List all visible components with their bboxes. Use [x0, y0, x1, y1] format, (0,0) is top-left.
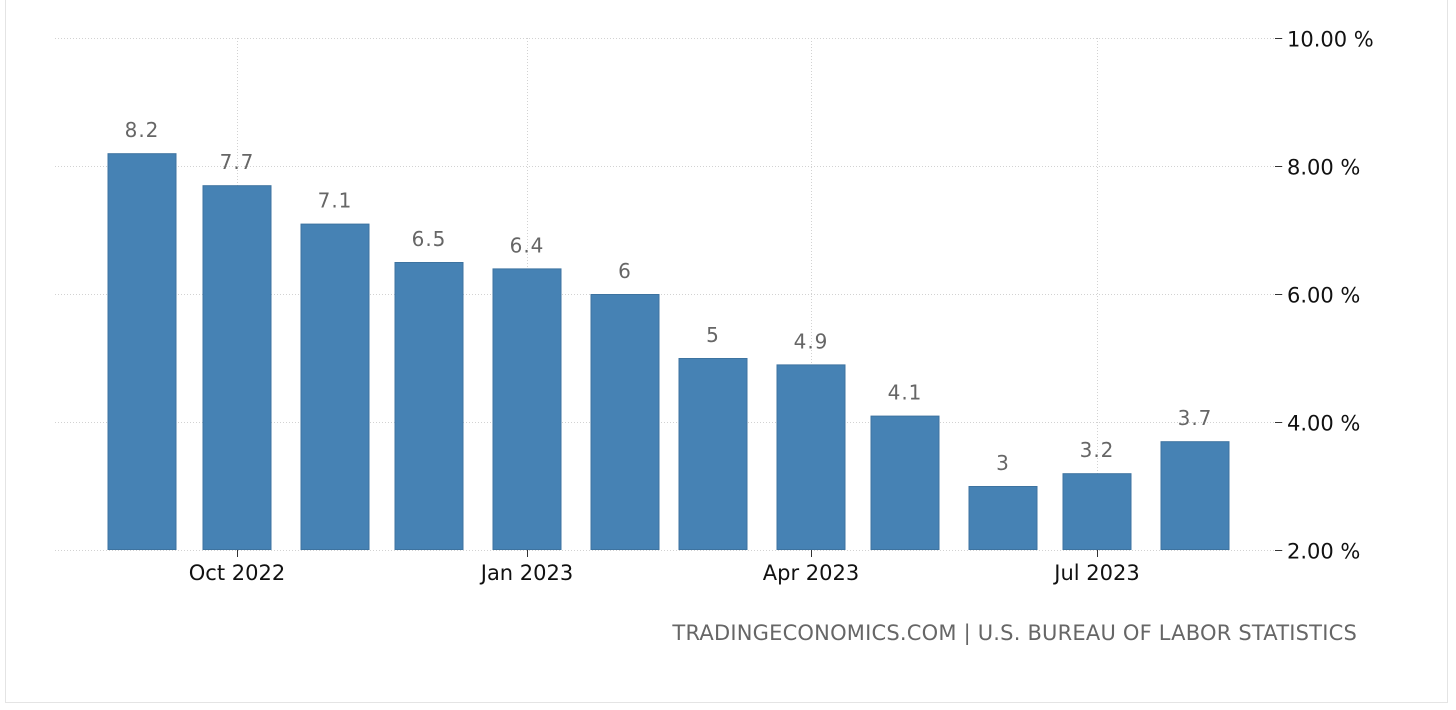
bar-jun-2023 [968, 486, 1038, 550]
bar-nov-2022 [300, 223, 370, 550]
x-tick-label: Jul 2023 [1052, 561, 1139, 585]
bar-may-2023 [870, 415, 940, 550]
y-tick-label: 8.00 % [1287, 156, 1360, 180]
bar-oct-2022 [202, 185, 272, 550]
bar-apr-2023 [776, 364, 846, 550]
y-tick-label: 10.00 % [1287, 28, 1374, 52]
bar-mar-2023 [678, 358, 748, 550]
data-label: 3.2 [1080, 438, 1115, 462]
data-label: 3 [996, 451, 1010, 475]
bar-aug-2023 [1160, 441, 1230, 551]
data-label: 3.7 [1178, 406, 1213, 430]
bar-sep-2022 [107, 153, 177, 550]
data-label: 6 [618, 259, 632, 283]
x-tick-label: Oct 2022 [189, 561, 285, 585]
x-tick-label: Apr 2023 [763, 561, 859, 585]
x-tick-label: Jan 2023 [479, 561, 574, 585]
bar-dec-2022 [394, 262, 464, 550]
bar-jul-2023 [1062, 473, 1132, 551]
bar-feb-2023 [590, 294, 660, 550]
data-label: 6.4 [510, 233, 545, 257]
data-label: 4.1 [888, 381, 923, 405]
data-label: 8.2 [125, 118, 160, 142]
data-label: 7.1 [318, 189, 353, 213]
data-label: 5 [706, 323, 720, 347]
data-label-layer: 8.2 7.7 7.1 6.5 6.4 6 5 4.9 4.1 3 3.2 3.7 [125, 118, 1213, 475]
bar-jan-2023 [492, 268, 562, 550]
source-credit: TRADINGECONOMICS.COM | U.S. BUREAU OF LA… [671, 621, 1357, 646]
x-axis: Oct 2022 Jan 2023 Apr 2023 Jul 2023 [189, 550, 1140, 585]
data-label: 4.9 [794, 329, 829, 353]
y-tick-label: 4.00 % [1287, 412, 1360, 436]
y-tick-label: 2.00 % [1287, 540, 1360, 564]
y-tick-label: 6.00 % [1287, 284, 1360, 308]
bar-layer [107, 153, 1230, 551]
data-label: 7.7 [220, 150, 255, 174]
y-axis: 2.00 % 4.00 % 6.00 % 8.00 % 10.00 % [1275, 28, 1374, 564]
data-label: 6.5 [412, 227, 447, 251]
